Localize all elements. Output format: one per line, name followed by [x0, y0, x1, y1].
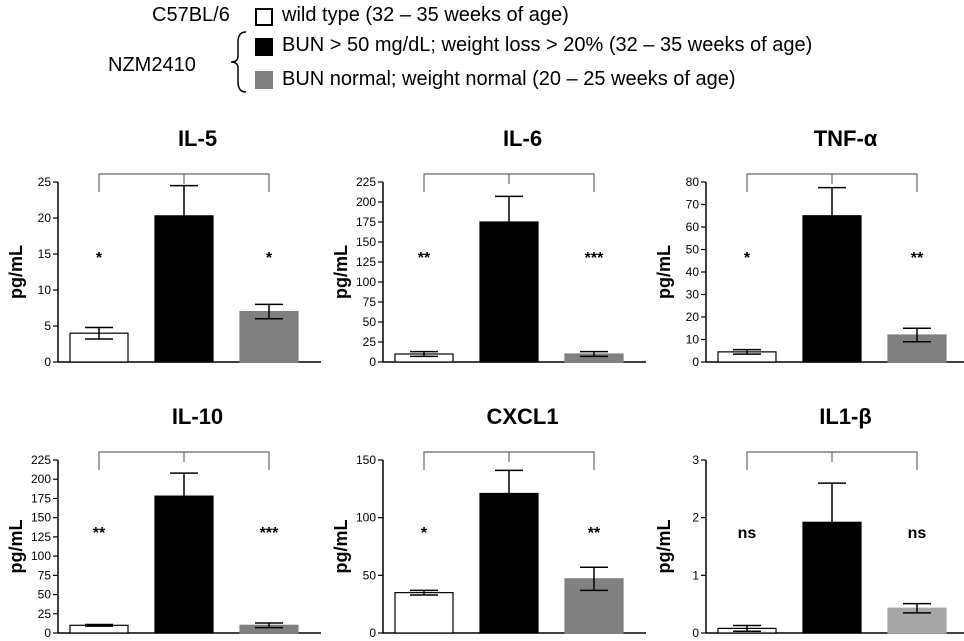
y-tick-label: 25: [38, 607, 52, 621]
chart-title: IL1-β: [819, 404, 872, 429]
legend-item-bun-high: BUN > 50 mg/dL; weight loss > 20% (32 – …: [282, 34, 813, 56]
significance-right: **: [911, 250, 924, 267]
chart-title: IL-10: [172, 404, 223, 429]
y-tick-label: 25: [38, 175, 52, 189]
y-tick-label: 175: [356, 215, 376, 229]
y-tick-label: 1: [692, 568, 699, 582]
y-tick-label: 5: [44, 319, 51, 333]
y-tick-label: 225: [31, 453, 51, 467]
y-tick-label: 2: [692, 511, 699, 525]
y-tick-label: 0: [369, 626, 376, 640]
legend: C57BL/6 wild type (32 – 35 weeks of age)…: [0, 0, 964, 105]
legend-swatch-bun-normal: [255, 71, 273, 89]
y-tick-label: 70: [686, 198, 700, 212]
chart-il5: IL-5 pg/mL 0 5 10 15 20 25 * *: [6, 126, 321, 369]
y-tick-label: 150: [356, 235, 376, 249]
y-tick-label: 3: [692, 453, 699, 467]
y-tick-label: 100: [356, 511, 376, 525]
y-tick-label: 175: [31, 491, 51, 505]
legend-strain-wt: C57BL/6: [152, 4, 230, 26]
y-axis-label: pg/mL: [331, 245, 351, 299]
y-tick-label: 30: [686, 288, 700, 302]
y-tick-label: 0: [369, 355, 376, 369]
legend-strain-nzm: NZM2410: [108, 54, 196, 76]
y-tick-label: 50: [363, 568, 377, 582]
y-tick-label: 10: [38, 283, 52, 297]
y-axis-label: pg/mL: [654, 520, 674, 574]
significance-left: ns: [738, 525, 757, 542]
significance-right: **: [588, 525, 601, 542]
y-tick-label: 25: [363, 335, 377, 349]
bar-1: [394, 592, 454, 634]
y-axis-label: pg/mL: [6, 520, 26, 574]
y-tick-label: 125: [31, 530, 51, 544]
legend-swatch-bun-high: [255, 38, 273, 56]
y-tick-label: 200: [31, 472, 51, 486]
y-tick-label: 15: [38, 247, 52, 261]
y-tick-label: 20: [686, 310, 700, 324]
y-axis-label: pg/mL: [654, 245, 674, 299]
y-tick-label: 150: [356, 453, 376, 467]
y-tick-label: 50: [363, 315, 377, 329]
y-tick-label: 50: [686, 243, 700, 257]
y-tick-label: 40: [686, 265, 700, 279]
significance-left: *: [96, 250, 103, 267]
y-tick-label: 80: [686, 175, 700, 189]
chart-title: IL-5: [178, 126, 217, 151]
significance-right: ***: [260, 525, 279, 542]
significance-right: ***: [585, 250, 604, 267]
chart-title: CXCL1: [486, 404, 558, 429]
y-tick-label: 125: [356, 255, 376, 269]
legend-swatch-wild-type: [255, 8, 273, 26]
bar-3: [239, 311, 299, 363]
y-tick-label: 20: [38, 211, 52, 225]
y-tick-label: 100: [31, 549, 51, 563]
y-tick-label: 0: [44, 626, 51, 640]
y-tick-label: 10: [686, 333, 700, 347]
significance-right: *: [266, 250, 273, 267]
y-axis-label: pg/mL: [6, 245, 26, 299]
chart-title: IL-6: [503, 126, 542, 151]
y-tick-label: 200: [356, 195, 376, 209]
y-tick-label: 75: [363, 295, 377, 309]
legend-item-wild-type: wild type (32 – 35 weeks of age): [282, 4, 569, 26]
y-tick-label: 50: [38, 588, 52, 602]
y-tick-label: 225: [356, 175, 376, 189]
y-tick-label: 100: [356, 275, 376, 289]
significance-left: *: [744, 250, 751, 267]
significance-right: ns: [908, 525, 927, 542]
y-tick-label: 150: [31, 511, 51, 525]
y-axis-label: pg/mL: [331, 520, 351, 574]
y-tick-label: 60: [686, 220, 700, 234]
legend-item-bun-normal: BUN normal; weight normal (20 – 25 weeks…: [282, 68, 736, 90]
chart-title: TNF-α: [814, 126, 878, 151]
y-tick-label: 75: [38, 568, 52, 582]
y-tick-label: 0: [692, 626, 699, 640]
y-tick-label: 0: [44, 355, 51, 369]
chart-il1-beta: IL1-β pg/mL 0 1 2 3 ns ns: [654, 404, 964, 640]
significance-left: *: [421, 525, 428, 542]
y-tick-label: 0: [692, 355, 699, 369]
legend-brace: [230, 31, 247, 93]
significance-left: **: [93, 525, 106, 542]
significance-left: **: [418, 250, 431, 267]
